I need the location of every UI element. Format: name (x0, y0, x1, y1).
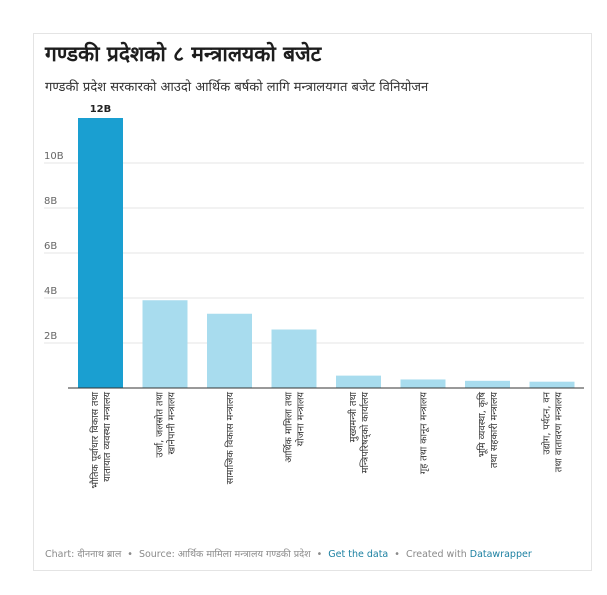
footer-separator: • (127, 549, 133, 560)
data-label: 12B (90, 104, 112, 115)
x-tick-label-line: तथा वातावरण मन्त्रालय (554, 392, 565, 473)
x-tick-label: भौतिक पूर्वाधार विकास तथा यातायात व्यवस्थ… (89, 391, 113, 488)
x-tick-label-line: यातायात व्यवस्था मन्त्रालय (102, 392, 113, 482)
footer-separator: • (394, 549, 400, 560)
x-tick-label-line: तथा सहकारी मन्त्रालय (488, 392, 500, 468)
x-tick-label-line: गृह तथा कानून मन्त्रालय (419, 392, 430, 475)
x-tick-label: गृह तथा कानून मन्त्रालय (419, 392, 430, 475)
bar[interactable] (142, 300, 188, 388)
x-tick-label: भूमि व्यवस्था, कृषि तथा सहकारी मन्त्रालय (476, 392, 500, 468)
x-tick-label: मुख्यमन्त्री तथा मन्त्रिपरिषद्को कार्यालय (347, 391, 371, 473)
bar[interactable] (207, 313, 252, 388)
bar[interactable] (529, 381, 575, 388)
x-tick-label: उर्जा, जलस्रोत तथा खानेपानी मन्त्रालय (154, 391, 178, 457)
get-data-link[interactable]: Get the data (328, 549, 389, 560)
datawrapper-link[interactable]: Datawrapper (469, 549, 532, 560)
x-tick-label-line: मन्त्रिपरिषद्को कार्यालय (359, 392, 371, 474)
x-tick-label-line: खानेपानी मन्त्रालय (166, 392, 178, 455)
x-tick-label-line: उर्जा, जलस्रोत तथा (154, 391, 166, 457)
x-tick-label-line: भूमि व्यवस्था, कृषि (476, 392, 488, 458)
created-with-label: Created with (405, 549, 467, 560)
x-tick-label: आर्थिक मामिला तथा योजना मन्त्रालय (283, 391, 307, 462)
bar[interactable] (465, 380, 510, 388)
chart-credit: Chart: दीननाथ ब्राल (45, 549, 122, 560)
y-tick-label: 4B (44, 286, 57, 297)
x-tick-label: सामाजिक विकास मन्त्रालय (224, 392, 236, 485)
chart-title: गण्डकी प्रदेशको ८ मन्त्रालयको बजेट (45, 42, 322, 66)
chart-footer: Chart: दीननाथ ब्राल • Source: आर्थिक माम… (45, 547, 532, 560)
y-tick-label: 6B (44, 241, 57, 252)
x-tick-label-line: योजना मन्त्रालय (295, 392, 307, 447)
y-tick-label: 2B (44, 331, 57, 342)
bar[interactable] (336, 375, 381, 388)
y-tick-label: 8B (44, 196, 57, 207)
chart-source: Source: आर्थिक मामिला मन्त्रालय गण्डकी प… (138, 549, 311, 560)
chart-card: गण्डकी प्रदेशको ८ मन्त्रालयको बजेट गण्डक… (33, 33, 592, 571)
bar[interactable] (400, 379, 446, 388)
x-tick-label-line: आर्थिक मामिला तथा (283, 391, 295, 462)
x-tick-label-line: मुख्यमन्त्री तथा (347, 391, 359, 442)
x-tick-label-line: उद्योग, पर्यटन, वन (541, 391, 553, 454)
x-tick-label-line: भौतिक पूर्वाधार विकास तथा (89, 391, 101, 488)
footer-separator: • (316, 549, 323, 560)
x-tick-label-line: सामाजिक विकास मन्त्रालय (224, 392, 236, 485)
chart-subtitle: गण्डकी प्रदेश सरकारको आउदो आर्थिक बर्षको… (45, 80, 429, 95)
bar[interactable] (271, 329, 317, 389)
bar[interactable] (78, 118, 123, 388)
y-tick-label: 10B (44, 151, 64, 162)
x-tick-label: उद्योग, पर्यटन, वन तथा वातावरण मन्त्रालय (541, 391, 565, 472)
